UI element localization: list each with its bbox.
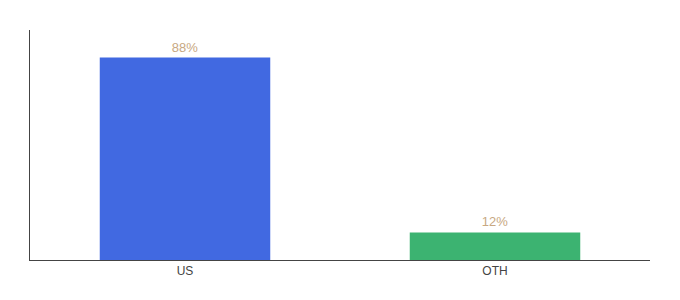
svg-text:12%: 12% [482, 214, 508, 229]
svg-text:88%: 88% [172, 40, 198, 55]
svg-text:US: US [177, 264, 194, 278]
svg-text:OTH: OTH [482, 264, 507, 278]
